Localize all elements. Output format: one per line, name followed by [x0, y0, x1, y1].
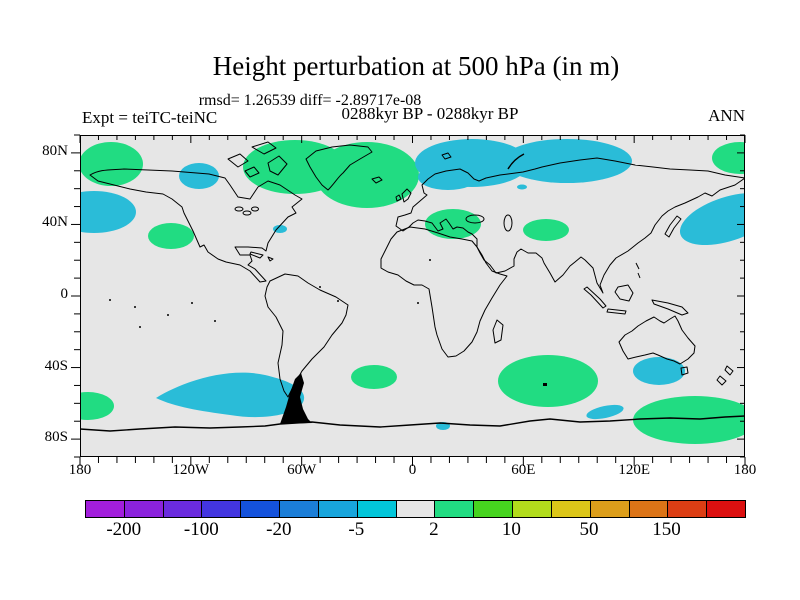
- colorbar-segment: [668, 501, 708, 517]
- colorbar-segment: [124, 501, 164, 517]
- colorbar-segment: [86, 501, 125, 517]
- x-tick-label: 120E: [618, 462, 650, 478]
- colorbar-segment: [202, 501, 242, 517]
- colorbar: [85, 500, 746, 518]
- x-tick-label: 120W: [172, 462, 210, 478]
- colorbar-label: -5: [348, 519, 365, 540]
- colorbar-segment: [551, 501, 591, 517]
- colorbar-segment: [396, 501, 436, 517]
- colorbar-segment: [474, 501, 514, 517]
- experiment-label: Expt = teiTC-teiNC: [82, 108, 218, 127]
- colorbar-segment: [357, 501, 397, 517]
- colorbar-label: -200: [106, 519, 142, 540]
- y-tick-label: 0: [60, 286, 69, 302]
- colorbar-label: 2: [429, 519, 439, 540]
- colorbar-segment: [590, 501, 630, 517]
- anomaly-regions: [80, 139, 745, 444]
- coastlines: [80, 141, 745, 432]
- y-tick-label: 40N: [42, 214, 68, 231]
- colorbar-segment: [318, 501, 358, 517]
- colorbar-segment: [241, 501, 281, 517]
- x-tick-label: 60E: [511, 462, 536, 478]
- x-tick-label: 180: [733, 462, 757, 478]
- colorbar-segment: [163, 501, 203, 517]
- axis-ticks: [71, 134, 746, 466]
- colorbar-label: -20: [266, 519, 292, 540]
- season-label: ANN: [708, 106, 745, 125]
- x-tick-label: 0: [408, 462, 417, 478]
- colorbar-label: 150: [652, 519, 681, 540]
- colorbar-segment: [513, 501, 552, 517]
- y-tick-label: 80N: [42, 142, 68, 159]
- colorbar-segment: [435, 501, 475, 517]
- x-tick-label: 180: [68, 462, 92, 478]
- colorbar-segment: [707, 501, 746, 517]
- colorbar-segment: [280, 501, 319, 517]
- y-tick-label: 80S: [44, 429, 68, 446]
- stats-line: rmsd= 1.26539 diff= -2.89717e-08: [198, 92, 422, 109]
- colorbar-segment: [629, 501, 669, 517]
- x-tick-label: 60W: [287, 462, 317, 478]
- plot-title: Height perturbation at 500 hPa (in m): [212, 51, 620, 81]
- colorbar-label: -100: [183, 519, 219, 540]
- colorbar-label: 50: [579, 519, 599, 540]
- colorbar-label: 10: [501, 519, 521, 540]
- y-tick-label: 40S: [44, 357, 68, 374]
- period-label: 0288kyr BP - 0288kyr BP: [341, 104, 519, 123]
